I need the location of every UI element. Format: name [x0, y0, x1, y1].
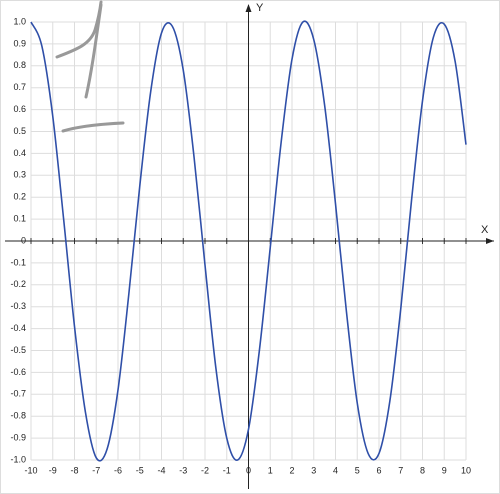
- y-tick-label: 0: [21, 235, 26, 245]
- x-tick-label: -9: [49, 465, 57, 475]
- y-tick-label: 0.7: [13, 82, 26, 92]
- y-tick-label: -0.2: [10, 279, 26, 289]
- y-axis-arrow: [245, 4, 252, 12]
- line: [30, 20, 467, 462]
- x-tick-label: -8: [70, 465, 78, 475]
- x-tick-label: -2: [201, 465, 209, 475]
- y-tick-label: 1.0: [13, 16, 26, 26]
- y-tick-label: 0.6: [13, 104, 26, 114]
- axes: [5, 4, 494, 489]
- y-tick-label: -0.3: [10, 301, 26, 311]
- x-tick-label: 8: [420, 465, 425, 475]
- x-tick-label: 3: [311, 465, 316, 475]
- x-axis-label: X: [481, 224, 489, 236]
- x-tick-label: 2: [289, 465, 294, 475]
- y-tick-label: 0.9: [13, 38, 26, 48]
- y-tick-label: -0.9: [10, 432, 26, 442]
- x-tick-label: 5: [355, 465, 360, 475]
- x-tick-label: 6: [376, 465, 381, 475]
- y-tick-label: -1.0: [10, 454, 26, 464]
- y-tick-label: 0.1: [13, 213, 26, 223]
- x-tick-label: -10: [24, 465, 37, 475]
- x-tick-label: 7: [398, 465, 403, 475]
- x-tick-label: -6: [114, 465, 122, 475]
- y-tick-label: -0.6: [10, 367, 26, 377]
- x-tick-label: -4: [157, 465, 165, 475]
- y-tick-label: 0.8: [13, 60, 26, 70]
- x-tick-label: -1: [223, 465, 231, 475]
- y-tick-label: -0.5: [10, 345, 26, 355]
- y-tick-label: -0.1: [10, 257, 26, 267]
- x-tick-label: 1: [268, 465, 273, 475]
- y-tick-label: -0.7: [10, 389, 26, 399]
- x-tick-label: 4: [333, 465, 338, 475]
- y-tick-label: 0.2: [13, 192, 26, 202]
- x-tick-label: 10: [461, 465, 471, 475]
- scribble: [61, 121, 125, 133]
- x-tick-label: -3: [179, 465, 187, 475]
- x-axis-arrow: [486, 238, 494, 244]
- x-tick-label: 9: [442, 465, 447, 475]
- y-tick-label: 0.5: [13, 126, 26, 136]
- y-tick-label: -0.8: [10, 411, 26, 421]
- y-tick-label: 0.3: [13, 170, 26, 180]
- y-tick-label: 0.4: [13, 148, 26, 158]
- x-tick-label: -7: [92, 465, 100, 475]
- y-axis-label: Y: [256, 2, 264, 14]
- scribble: [84, 3, 103, 99]
- x-tick-label: 0: [246, 465, 251, 475]
- y-tick-label: -0.4: [10, 323, 26, 333]
- x-tick-label: -5: [136, 465, 144, 475]
